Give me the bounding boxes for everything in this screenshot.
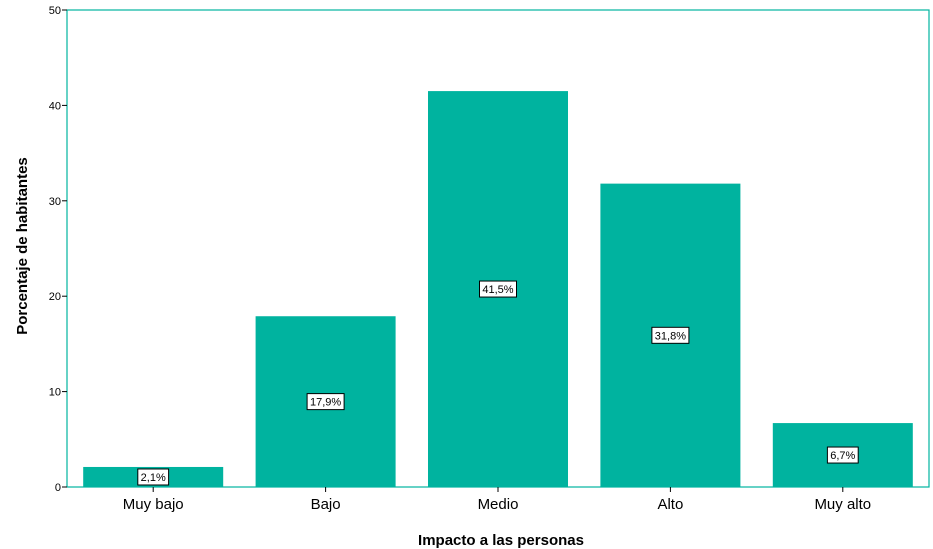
- x-axis-ticks: Muy bajo Bajo Medio Alto Muy alto: [123, 487, 871, 513]
- data-label: 17,9%: [306, 393, 345, 411]
- x-tick-label: Muy bajo: [123, 496, 184, 513]
- data-label: 31,8%: [651, 326, 690, 344]
- y-tick-label: 40: [49, 100, 61, 112]
- data-label: 41,5%: [479, 280, 517, 298]
- data-label-box: [651, 326, 690, 344]
- data-label-text: 2,1%: [141, 472, 166, 484]
- y-tick-label: 10: [49, 387, 61, 399]
- data-label-text: 17,9%: [310, 397, 341, 409]
- y-axis-title: Porcentaje de habitantes: [14, 157, 31, 335]
- data-label-box: [479, 280, 517, 298]
- x-tick-label: Muy alto: [814, 496, 871, 513]
- data-label: 2,1%: [137, 468, 170, 486]
- y-tick-label: 50: [49, 5, 61, 17]
- data-label-text: 31,8%: [655, 330, 686, 342]
- data-label-box: [306, 393, 345, 411]
- data-label-box: [137, 468, 170, 486]
- x-axis-title: Impacto a las personas: [418, 532, 584, 549]
- x-tick-label: Alto: [657, 496, 683, 513]
- y-tick-label: 30: [49, 196, 61, 208]
- y-axis-ticks: 0 10 20 30 40 50: [49, 5, 67, 494]
- x-tick-label: Bajo: [311, 496, 341, 513]
- y-tick-label: 0: [55, 482, 61, 494]
- data-label: 6,7%: [826, 446, 859, 464]
- x-tick-label: Medio: [478, 496, 519, 513]
- data-label-text: 41,5%: [482, 284, 513, 296]
- data-label-box: [826, 446, 859, 464]
- data-label-text: 6,7%: [830, 450, 855, 462]
- data-labels: 2,1% 17,9% 41,5% 31,8% 6,7%: [137, 280, 859, 486]
- y-tick-label: 20: [49, 291, 61, 303]
